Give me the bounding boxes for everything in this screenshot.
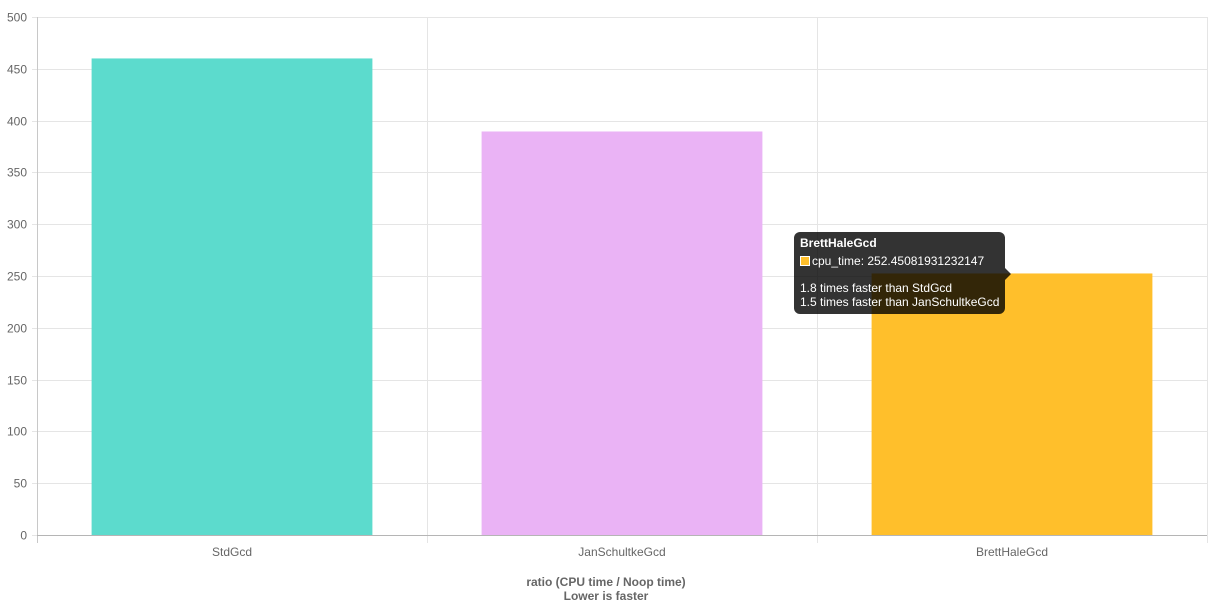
y-tick-label: 100 <box>7 425 27 439</box>
tooltip-line-2: 1.5 times faster than JanSchultkeGcd <box>800 295 1000 309</box>
tooltip-line-1: 1.8 times faster than StdGcd <box>800 281 953 295</box>
y-tick-label: 400 <box>7 115 27 129</box>
x-tick-label: BrettHaleGcd <box>976 545 1048 559</box>
chart-tooltip: BrettHaleGcd cpu_time: 252.4508193123214… <box>794 232 1011 314</box>
y-axis-ticks: 0 50 100 150 200 250 300 350 400 450 500 <box>7 11 37 543</box>
x-axis-title: ratio (CPU time / Noop time) <box>526 575 685 589</box>
x-tick-label: StdGcd <box>212 545 252 559</box>
tooltip-caret <box>1005 268 1011 280</box>
tooltip-title: BrettHaleGcd <box>800 236 877 250</box>
y-tick-label: 350 <box>7 166 27 180</box>
x-tick-label: JanSchultkeGcd <box>578 545 665 559</box>
y-tick-label: 150 <box>7 374 27 388</box>
y-tick-label: 200 <box>7 322 27 336</box>
tooltip-color-swatch <box>800 256 810 266</box>
bar-stdgcd[interactable] <box>91 58 373 535</box>
y-tick-label: 500 <box>7 11 27 25</box>
tooltip-spacer <box>800 268 999 281</box>
bars <box>91 58 1153 535</box>
x-axis-ticks: StdGcd JanSchultkeGcd BrettHaleGcd <box>212 545 1048 559</box>
y-tick-label: 450 <box>7 63 27 77</box>
y-tick-label: 0 <box>20 529 27 543</box>
axes <box>37 17 1207 543</box>
tooltip-value: cpu_time: 252.45081931232147 <box>812 254 985 268</box>
y-tick-label: 50 <box>14 477 28 491</box>
x-axis-subtitle: Lower is faster <box>564 589 649 603</box>
y-tick-label: 300 <box>7 218 27 232</box>
bar-janschultkegcd[interactable] <box>481 131 763 535</box>
bar-bretthalegcd[interactable] <box>871 273 1153 535</box>
y-tick-label: 250 <box>7 270 27 284</box>
tooltip-value-row: cpu_time: 252.45081931232147 <box>800 254 999 268</box>
